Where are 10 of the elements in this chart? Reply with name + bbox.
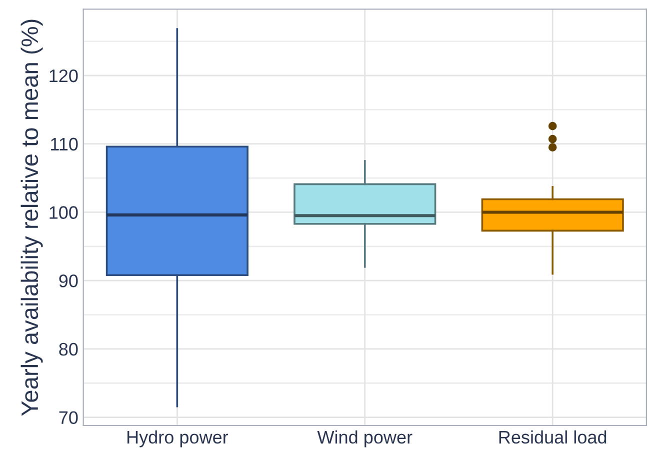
y-tick-label: 100: [50, 206, 78, 219]
y-tick-label: 120: [50, 69, 78, 82]
y-tick-label: 110: [51, 138, 78, 151]
y-tick-label: 80: [59, 342, 78, 356]
y-tick-label: 70: [59, 411, 78, 424]
x-tick-label: Wind power: [317, 430, 412, 448]
x-tick-label: Hydro power: [127, 430, 228, 448]
y-tick-label: 90: [59, 274, 78, 288]
y-axis-title: Yearly availability relative to mean (%): [20, 20, 43, 416]
x-tick-label: Residual load: [499, 430, 606, 444]
